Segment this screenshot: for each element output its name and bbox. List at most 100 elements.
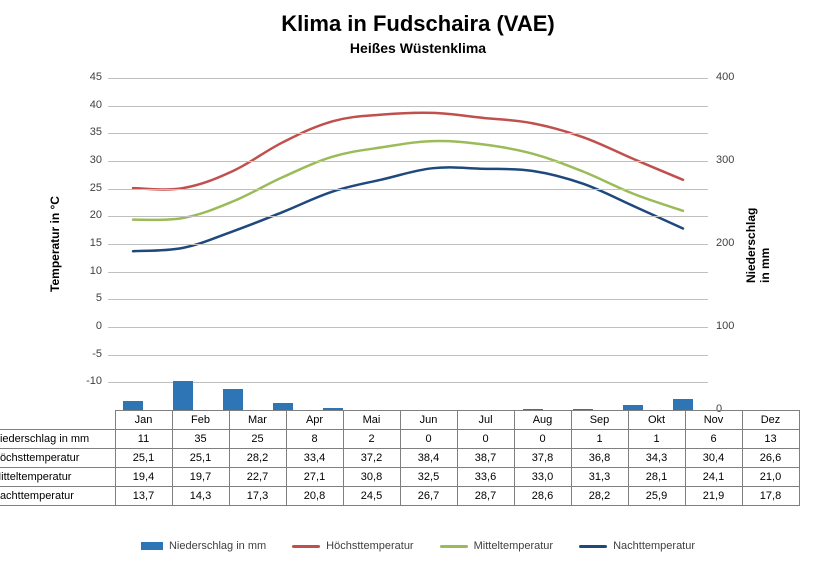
cell: 33,0 <box>514 468 571 487</box>
cell: 1 <box>628 430 685 449</box>
grid-line <box>108 327 708 328</box>
row-high: Höchsttemperatur25,125,128,233,437,238,4… <box>0 449 799 468</box>
legend-label: Nachttemperatur <box>613 540 695 552</box>
y-right-tick: 200 <box>716 237 734 249</box>
grid-line <box>108 382 708 383</box>
cell: 28,7 <box>457 487 514 506</box>
y-left-tick: 40 <box>90 99 102 111</box>
y-left-tick: 30 <box>90 154 102 166</box>
cell: 17,3 <box>229 487 286 506</box>
cell: 30,4 <box>685 449 742 468</box>
cell: 38,7 <box>457 449 514 468</box>
y-right-tick: 400 <box>716 71 734 83</box>
cell: 13,7 <box>115 487 172 506</box>
month-cell: Mar <box>229 411 286 430</box>
row-header: Höchsttemperatur <box>0 449 115 468</box>
cell: 33,4 <box>286 449 343 468</box>
cell: 22,7 <box>229 468 286 487</box>
cell: 32,5 <box>400 468 457 487</box>
y-left-tick: 15 <box>90 237 102 249</box>
cell: 30,8 <box>343 468 400 487</box>
grid-line <box>108 272 708 273</box>
month-row: JanFebMarAprMaiJunJulAugSepOktNovDez <box>0 411 799 430</box>
legend-low: Nachttemperatur <box>579 540 695 552</box>
cell: 28,6 <box>514 487 571 506</box>
grid-line <box>108 299 708 300</box>
cell: 0 <box>400 430 457 449</box>
data-table: JanFebMarAprMaiJunJulAugSepOktNovDezNied… <box>0 410 800 506</box>
grid-line <box>108 244 708 245</box>
cell: 20,8 <box>286 487 343 506</box>
cell: 31,3 <box>571 468 628 487</box>
y-left-tick: 10 <box>90 265 102 277</box>
y-left-tick: 0 <box>96 320 102 332</box>
grid-line <box>108 216 708 217</box>
cell: 13 <box>742 430 799 449</box>
cell: 27,1 <box>286 468 343 487</box>
cell: 25,9 <box>628 487 685 506</box>
grid-line <box>108 78 708 79</box>
line-mean <box>133 141 683 220</box>
cell: 19,4 <box>115 468 172 487</box>
month-cell: Dez <box>742 411 799 430</box>
y-right-tick: 300 <box>716 154 734 166</box>
cell: 1 <box>571 430 628 449</box>
cell: 25 <box>229 430 286 449</box>
month-cell: Apr <box>286 411 343 430</box>
legend-label: Höchsttemperatur <box>326 540 413 552</box>
y-left-tick: 20 <box>90 209 102 221</box>
y-left-tick: 5 <box>96 292 102 304</box>
grid-line <box>108 355 708 356</box>
cell: 25,1 <box>115 449 172 468</box>
cell: 24,1 <box>685 468 742 487</box>
climate-chart: Klima in Fudschaira (VAE) Heißes Wüstenk… <box>0 0 836 575</box>
cell: 38,4 <box>400 449 457 468</box>
cell: 0 <box>457 430 514 449</box>
cell: 37,2 <box>343 449 400 468</box>
precip-bar <box>223 389 243 410</box>
legend-label: Niederschlag in mm <box>169 540 266 552</box>
cell: 0 <box>514 430 571 449</box>
grid-line <box>108 133 708 134</box>
month-cell: Mai <box>343 411 400 430</box>
cell: 14,3 <box>172 487 229 506</box>
y-left-tick: 25 <box>90 182 102 194</box>
y-axis-title-left: Temperatur in °C <box>48 196 62 292</box>
y-left-tick: 45 <box>90 71 102 83</box>
legend-swatch <box>141 542 163 550</box>
month-cell: Jun <box>400 411 457 430</box>
y-left-tick: 35 <box>90 126 102 138</box>
cell: 21,0 <box>742 468 799 487</box>
row-low: Nachttemperatur13,714,317,320,824,526,72… <box>0 487 799 506</box>
month-cell: Jan <box>115 411 172 430</box>
legend: Niederschlag in mm Höchsttemperatur Mittel… <box>0 540 836 552</box>
cell: 11 <box>115 430 172 449</box>
cell: 19,7 <box>172 468 229 487</box>
row-precip: Niederschlag in mm1135258200011613 <box>0 430 799 449</box>
cell: 37,8 <box>514 449 571 468</box>
y-left-tick: -10 <box>86 375 102 387</box>
precip-bar <box>273 403 293 410</box>
y-axis-title-right: Niederschlag in mm <box>744 205 772 283</box>
row-header: Niederschlag in mm <box>0 430 115 449</box>
month-cell: Sep <box>571 411 628 430</box>
cell: 28,1 <box>628 468 685 487</box>
cell: 6 <box>685 430 742 449</box>
grid-line <box>108 106 708 107</box>
cell: 26,7 <box>400 487 457 506</box>
cell: 17,8 <box>742 487 799 506</box>
month-cell: Jul <box>457 411 514 430</box>
cell: 33,6 <box>457 468 514 487</box>
precip-bar <box>123 401 143 410</box>
month-cell: Okt <box>628 411 685 430</box>
legend-swatch <box>440 545 468 548</box>
precip-bar <box>173 381 193 410</box>
month-cell: Nov <box>685 411 742 430</box>
row-header: Nachttemperatur <box>0 487 115 506</box>
y-right-tick: 100 <box>716 320 734 332</box>
cell: 35 <box>172 430 229 449</box>
cell: 26,6 <box>742 449 799 468</box>
cell: 2 <box>343 430 400 449</box>
legend-precip: Niederschlag in mm <box>141 540 266 552</box>
legend-label: Mitteltemperatur <box>474 540 553 552</box>
